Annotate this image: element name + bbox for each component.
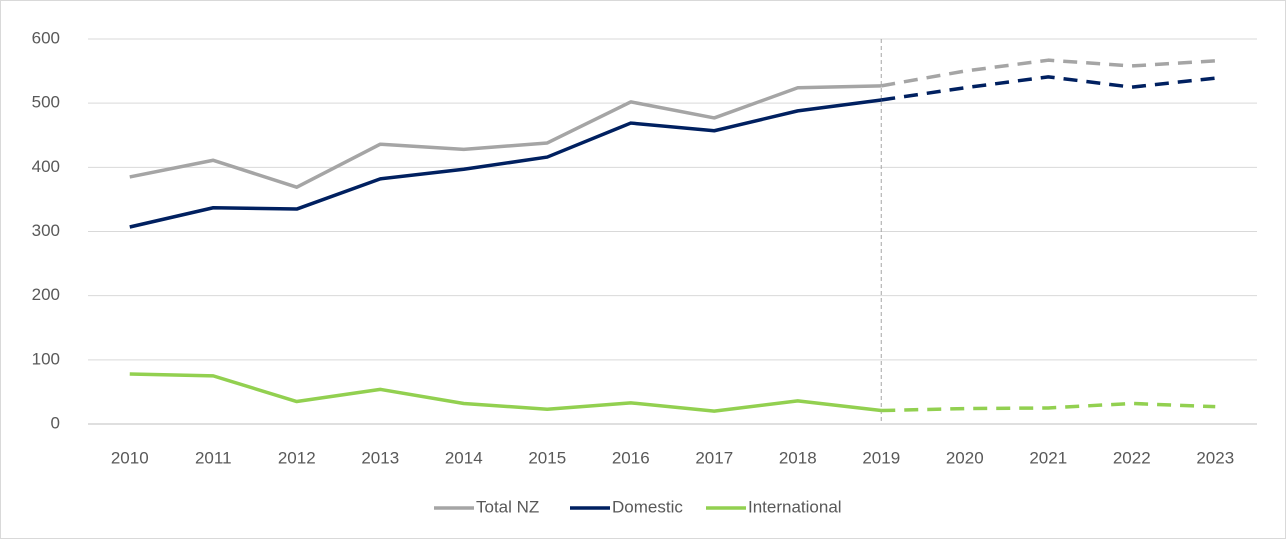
y-tick-label: 500 bbox=[32, 93, 60, 112]
legend-label: Total NZ bbox=[476, 497, 539, 516]
y-tick-label: 0 bbox=[51, 413, 60, 432]
x-tick-label: 2017 bbox=[695, 448, 733, 467]
x-tick-label: 2013 bbox=[361, 448, 399, 467]
x-tick-label: 2011 bbox=[195, 448, 232, 467]
x-tick-label: 2018 bbox=[779, 448, 817, 467]
y-tick-label: 100 bbox=[32, 349, 60, 368]
forecast-line bbox=[880, 75, 1216, 102]
x-tick-label: 2022 bbox=[1113, 448, 1151, 467]
x-tick-label: 2012 bbox=[278, 448, 316, 467]
x-tick-label: 2015 bbox=[528, 448, 566, 467]
x-tick-label: 2016 bbox=[612, 448, 650, 467]
forecast-line bbox=[881, 401, 1216, 413]
series-line bbox=[129, 84, 882, 189]
forecast-line bbox=[880, 58, 1216, 88]
x-tick-label: 2020 bbox=[946, 448, 984, 467]
y-tick-label: 400 bbox=[32, 157, 60, 176]
y-tick-label: 600 bbox=[32, 28, 60, 47]
series-line bbox=[129, 98, 882, 229]
legend-label: International bbox=[748, 497, 842, 516]
x-tick-label: 2019 bbox=[862, 448, 900, 467]
x-tick-label: 2014 bbox=[445, 448, 483, 467]
y-tick-label: 200 bbox=[32, 285, 60, 304]
x-tick-label: 2010 bbox=[111, 448, 149, 467]
x-tick-label: 2021 bbox=[1029, 448, 1067, 467]
series-line bbox=[129, 372, 882, 413]
y-tick-label: 300 bbox=[32, 221, 60, 240]
legend-label: Domestic bbox=[612, 497, 683, 516]
x-tick-label: 2023 bbox=[1196, 448, 1234, 467]
